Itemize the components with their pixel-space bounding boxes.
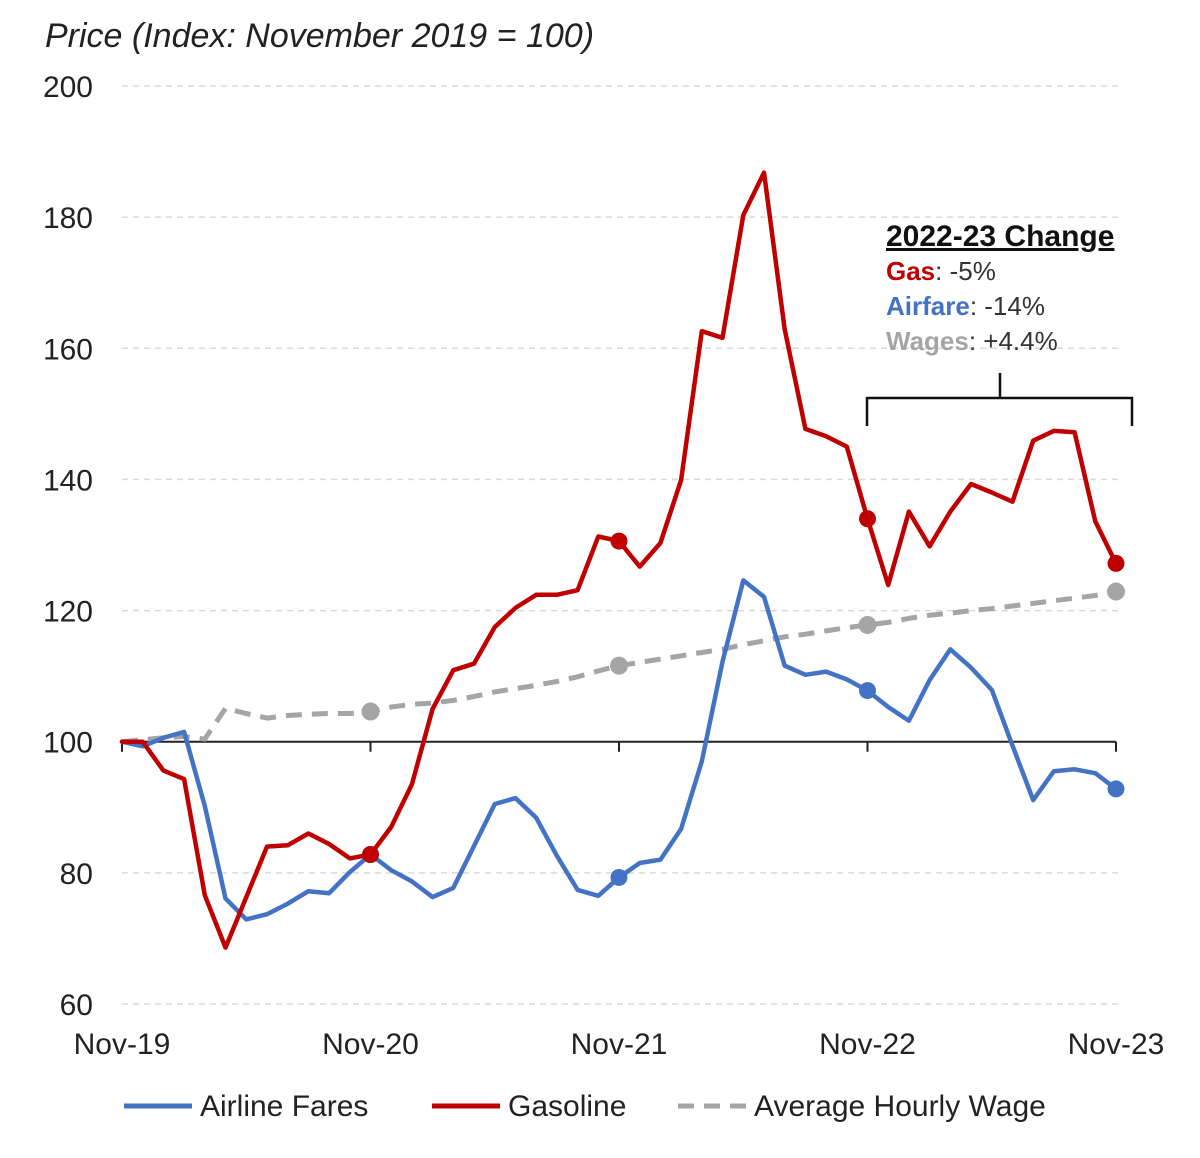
point-marker bbox=[1107, 582, 1125, 601]
y-tick-label: 60 bbox=[60, 989, 93, 1022]
point-marker bbox=[1107, 554, 1125, 572]
annotation-bracket bbox=[865, 373, 1134, 426]
point-marker bbox=[362, 845, 379, 863]
annotation-airfare-value: : -14% bbox=[970, 291, 1045, 321]
y-tick-label: 200 bbox=[43, 71, 93, 104]
x-tick-label: Nov-23 bbox=[1068, 1028, 1165, 1061]
y-axis-ticks: 60 80 100 120 140 160 180 200 bbox=[43, 71, 93, 1022]
y-tick-label: 180 bbox=[43, 202, 93, 235]
x-axis: Nov-19 Nov-20 Nov-21 Nov-22 Nov-23 bbox=[74, 740, 1165, 1061]
annotation-gas-value: : -5% bbox=[935, 256, 996, 286]
legend-label: Gasoline bbox=[508, 1090, 626, 1123]
series-lines bbox=[119, 170, 1119, 950]
y-tick-label: 100 bbox=[43, 727, 93, 760]
legend: Airline Fares Gasoline Average Hourly Wage bbox=[124, 1090, 1046, 1123]
annotation-wages-value: : +4.4% bbox=[969, 326, 1058, 356]
x-tick-label: Nov-22 bbox=[819, 1028, 916, 1061]
annotation-wages-label: Wages bbox=[886, 326, 969, 356]
series-line-gasoline bbox=[119, 170, 1119, 950]
series-markers bbox=[361, 510, 1125, 886]
y-tick-label: 140 bbox=[43, 464, 93, 497]
annotation-gas-label: Gas bbox=[886, 256, 935, 286]
point-marker bbox=[1107, 780, 1125, 798]
point-marker bbox=[610, 532, 628, 550]
y-tick-label: 120 bbox=[43, 596, 93, 629]
point-marker bbox=[361, 702, 380, 721]
y-tick-label: 160 bbox=[43, 333, 93, 366]
annotation-airfare: Airfare: -14% bbox=[886, 291, 1045, 321]
annotation-gas: Gas: -5% bbox=[886, 256, 996, 286]
y-tick-label: 80 bbox=[60, 858, 93, 891]
chart-title: Price (Index: November 2019 = 100) bbox=[45, 17, 594, 55]
point-marker bbox=[858, 615, 877, 634]
point-marker bbox=[610, 656, 628, 675]
series-line-average-hourly-wage bbox=[121, 589, 1117, 745]
x-tick-label: Nov-21 bbox=[571, 1028, 668, 1061]
x-tick-label: Nov-19 bbox=[74, 1028, 171, 1061]
legend-label: Airline Fares bbox=[200, 1090, 368, 1123]
annotation-wages: Wages: +4.4% bbox=[886, 326, 1058, 356]
annotation-heading: 2022-23 Change bbox=[886, 220, 1114, 253]
x-tick-label: Nov-20 bbox=[322, 1028, 419, 1061]
point-marker bbox=[610, 868, 628, 886]
point-marker bbox=[859, 682, 876, 700]
point-marker bbox=[859, 510, 876, 528]
annotation-airfare-label: Airfare bbox=[886, 291, 970, 321]
change-annotation: 2022-23 Change Gas: -5% Airfare: -14% Wa… bbox=[865, 220, 1134, 426]
legend-label: Average Hourly Wage bbox=[754, 1090, 1046, 1123]
